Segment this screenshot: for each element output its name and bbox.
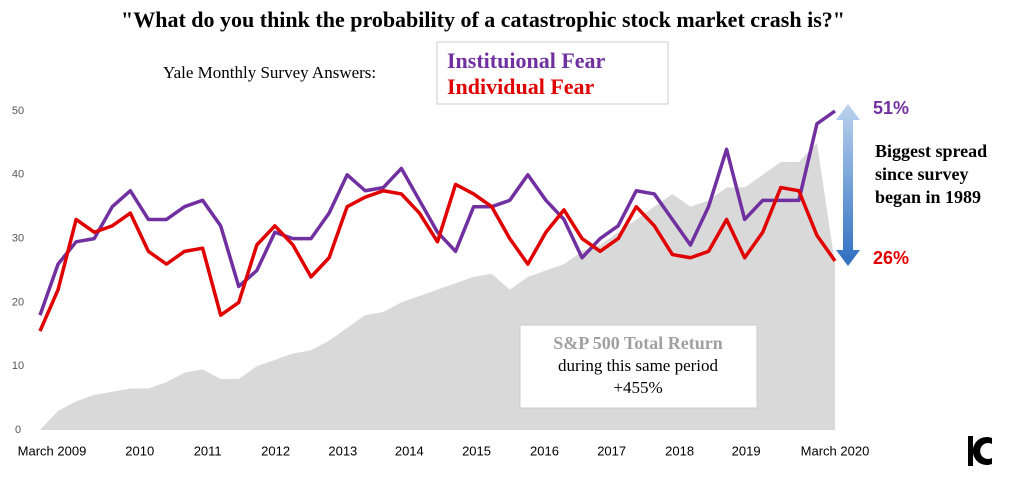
spread-note: since survey: [875, 164, 969, 184]
y-tick-label: 40: [12, 169, 24, 181]
sp-note: S&P 500 Total Return: [553, 333, 723, 353]
x-tick-label: 2011: [194, 443, 222, 458]
x-tick-label: 2012: [261, 443, 290, 458]
y-tick-label: 50: [12, 105, 24, 117]
y-tick-label: 10: [12, 360, 24, 372]
sp-note: during this same period: [558, 356, 719, 375]
y-tick-label: 30: [12, 233, 24, 245]
x-tick-label: 2017: [597, 443, 626, 458]
spread-arrow: [836, 104, 860, 266]
x-tick-label: March 2009: [18, 443, 87, 458]
sp-note: +455%: [613, 378, 662, 397]
end-label: 26%: [873, 248, 909, 268]
x-tick-label: 2015: [462, 443, 491, 458]
x-tick-label: 2013: [328, 443, 357, 458]
legend-entry: Individual Fear: [447, 74, 595, 99]
line-series: [38, 182, 837, 332]
x-tick-label: 2018: [665, 443, 694, 458]
spread-note: began in 1989: [875, 187, 981, 207]
y-tick-label: 20: [12, 296, 24, 308]
x-tick-label: 2014: [395, 443, 424, 458]
end-label: 51%: [873, 98, 909, 118]
subtitle: Yale Monthly Survey Answers:: [163, 63, 376, 82]
x-tick-label: 2010: [125, 443, 154, 458]
y-tick-label: 0: [15, 424, 21, 436]
x-tick-label: 2016: [530, 443, 559, 458]
legend-box: [436, 41, 669, 105]
x-tick-label: 2019: [732, 443, 761, 458]
logo: [968, 436, 992, 466]
chart-title: "What do you think the probability of a …: [121, 7, 845, 32]
spread-note: Biggest spread: [875, 141, 987, 161]
sp-box: [519, 324, 758, 409]
legend-entry: Instituional Fear: [447, 48, 606, 73]
x-tick-label: March 2020: [801, 443, 870, 458]
line-series: [38, 109, 837, 316]
